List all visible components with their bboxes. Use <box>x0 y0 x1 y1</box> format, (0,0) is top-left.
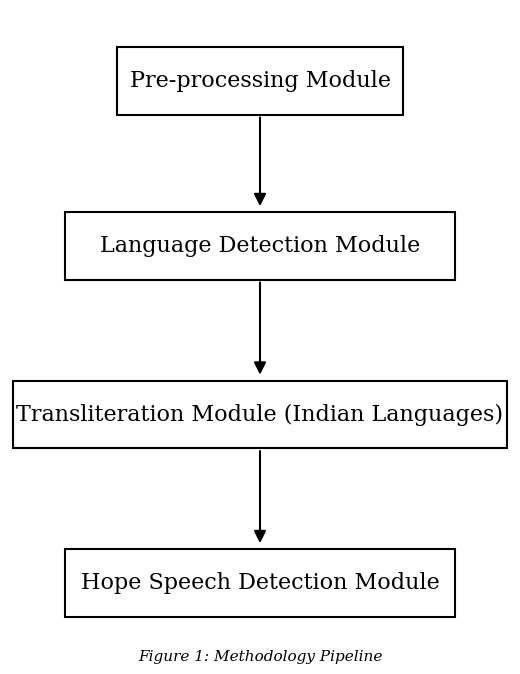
Text: Pre-processing Module: Pre-processing Module <box>129 70 391 92</box>
Bar <box>65 212 455 280</box>
Bar <box>13 381 507 448</box>
Bar <box>65 549 455 617</box>
Text: Hope Speech Detection Module: Hope Speech Detection Module <box>81 572 439 594</box>
Text: Language Detection Module: Language Detection Module <box>100 235 420 257</box>
Bar <box>117 47 403 115</box>
Text: Figure 1: Methodology Pipeline: Figure 1: Methodology Pipeline <box>138 650 382 664</box>
Text: Transliteration Module (Indian Languages): Transliteration Module (Indian Languages… <box>17 404 503 425</box>
